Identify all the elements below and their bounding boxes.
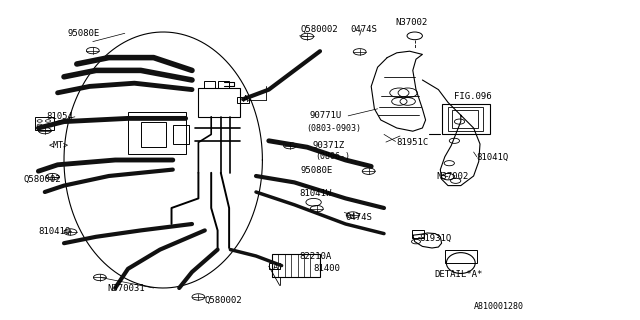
Bar (442, 104, 490, 134)
Bar (173, 125, 189, 144)
Text: 81400: 81400 (314, 264, 340, 273)
Bar (272, 254, 320, 277)
Bar (237, 97, 249, 103)
Text: 95080E: 95080E (301, 166, 333, 175)
Bar (445, 250, 477, 263)
Text: N37002: N37002 (396, 18, 428, 27)
Bar (204, 81, 215, 88)
Bar (128, 112, 186, 154)
Bar (412, 230, 424, 238)
Text: 81041Q: 81041Q (477, 153, 509, 162)
Bar (198, 88, 240, 117)
Bar (448, 107, 483, 131)
Text: Q580002: Q580002 (205, 296, 243, 305)
Text: 90771U: 90771U (310, 111, 342, 120)
Text: Q580002: Q580002 (23, 175, 61, 184)
Text: A: A (273, 263, 278, 272)
Text: 90371Z: 90371Z (312, 141, 344, 150)
Text: 95080E: 95080E (67, 29, 99, 38)
Text: 81931Q: 81931Q (419, 234, 451, 243)
Text: N370031: N370031 (108, 284, 145, 293)
Bar (452, 110, 478, 128)
Text: 81054: 81054 (46, 112, 73, 121)
Text: 81951C: 81951C (397, 138, 429, 147)
Text: DETAIL*A*: DETAIL*A* (434, 270, 483, 279)
Text: (0803-0903): (0803-0903) (306, 124, 361, 132)
Text: A810001280: A810001280 (474, 302, 524, 311)
Text: 81041W: 81041W (300, 189, 332, 198)
Text: FIG.096: FIG.096 (454, 92, 492, 100)
Text: 0474S: 0474S (351, 25, 378, 34)
Text: (0806-): (0806-) (315, 152, 350, 161)
Text: 0474S: 0474S (346, 213, 372, 222)
Text: A: A (243, 95, 248, 104)
Bar (269, 263, 280, 269)
Text: Q580002: Q580002 (301, 25, 339, 34)
Bar (35, 117, 54, 130)
Bar (141, 122, 166, 147)
Text: <MT>: <MT> (49, 141, 68, 150)
Bar (218, 81, 229, 88)
Text: N37002: N37002 (436, 172, 468, 181)
Text: 82210A: 82210A (300, 252, 332, 261)
Text: 81041Q: 81041Q (38, 227, 70, 236)
